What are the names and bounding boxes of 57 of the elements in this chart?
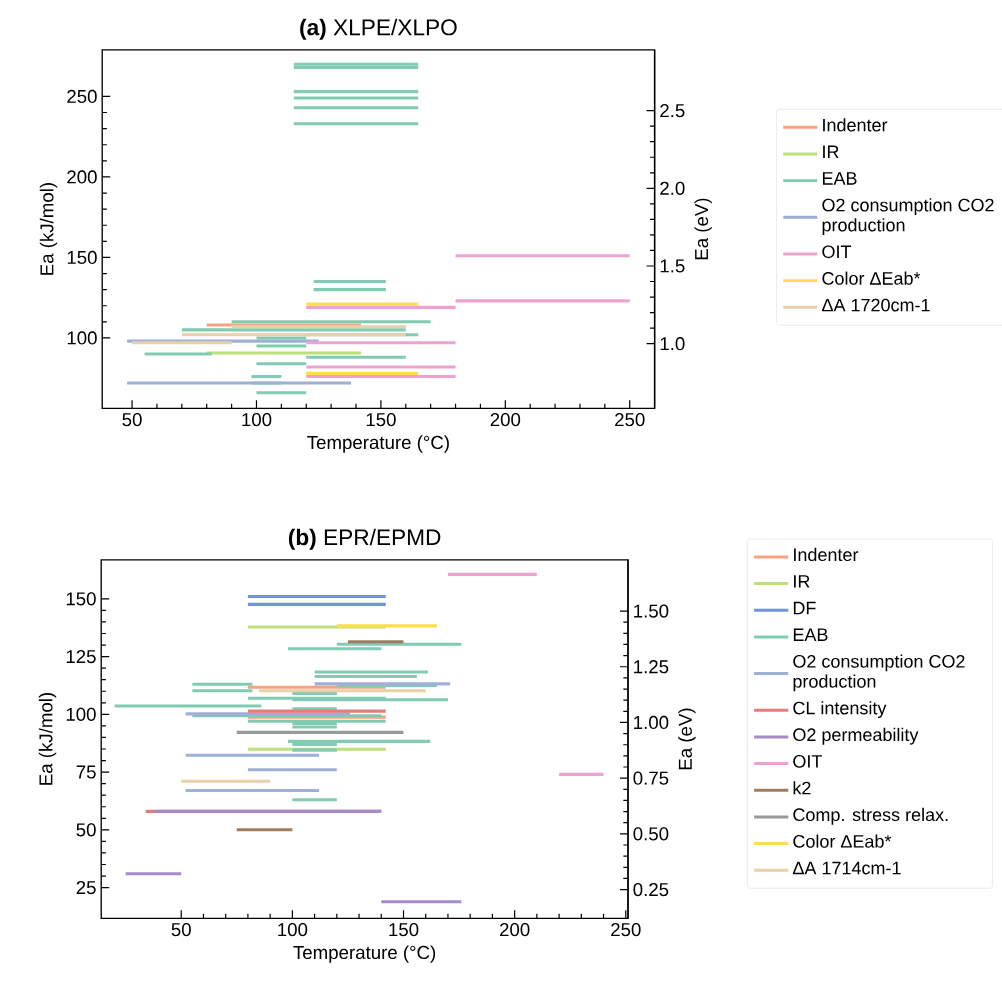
x-tick-label: 50 bbox=[122, 412, 142, 427]
legend-label: EAB bbox=[793, 628, 828, 641]
x-tick-label: 250 bbox=[611, 923, 641, 937]
y2-tick-label: 2.5 bbox=[660, 104, 685, 118]
y-tick-label: 250 bbox=[67, 89, 97, 104]
y2-axis-title: Ea (eV) bbox=[678, 708, 696, 770]
x-tick-label: 150 bbox=[389, 923, 419, 937]
y-tick-label: 75 bbox=[76, 765, 96, 779]
chart-title: (a) XLPE/XLPO bbox=[300, 18, 457, 40]
legend-label: IR bbox=[794, 575, 810, 588]
legend-label: OIT bbox=[793, 755, 822, 768]
legend-label: Comp. stress relax. bbox=[793, 807, 948, 825]
legend-label: EAB bbox=[822, 172, 857, 185]
y-tick-label: 100 bbox=[67, 331, 97, 345]
legend-label: DF bbox=[793, 601, 816, 615]
legend-label: Indenter bbox=[823, 118, 888, 132]
x-tick-label: 50 bbox=[171, 923, 191, 937]
x-tick-label: 250 bbox=[615, 412, 645, 427]
y2-tick-label: 1.25 bbox=[634, 660, 669, 674]
x-axis-title: Temperature (°C) bbox=[307, 435, 449, 453]
chart-title: (b) EPR/EPMD bbox=[288, 528, 441, 550]
x-tick-label: 100 bbox=[278, 923, 308, 937]
y2-tick-label: 0.75 bbox=[633, 771, 669, 785]
y2-tick-label: 1.0 bbox=[660, 337, 685, 351]
legend-label: O2 consumption CO2 production bbox=[793, 654, 965, 692]
y2-tick-label: 0.50 bbox=[633, 827, 669, 841]
y-tick-label: 25 bbox=[76, 880, 96, 895]
x-tick-label: 200 bbox=[500, 923, 530, 937]
legend-label: IR bbox=[823, 145, 839, 158]
legend-label: OIT bbox=[822, 245, 852, 259]
y2-axis-title: Ea (eV) bbox=[694, 198, 712, 260]
legend-label: ΔA 1720cm-1 bbox=[822, 298, 930, 312]
y2-tick-label: 1.5 bbox=[660, 259, 685, 273]
y-tick-label: 100 bbox=[66, 707, 96, 721]
legend-label: Indenter bbox=[794, 547, 859, 562]
y2-tick-label: 2.0 bbox=[660, 181, 685, 195]
y-axis-title: Ea (kJ/mol) bbox=[39, 183, 58, 275]
y2-tick-label: 0.25 bbox=[633, 882, 669, 897]
y-tick-label: 200 bbox=[67, 170, 97, 184]
y-tick-label: 150 bbox=[67, 250, 97, 265]
legend-label: Color ΔEab* bbox=[793, 834, 892, 848]
y-tick-label: 50 bbox=[76, 823, 96, 837]
y-tick-label: 150 bbox=[66, 592, 96, 606]
legend-label: O2 consumption CO2 production bbox=[822, 198, 994, 236]
legend-label: k2 bbox=[793, 781, 811, 795]
legend-label: CL intensity bbox=[793, 701, 887, 718]
x-tick-label: 200 bbox=[490, 412, 521, 427]
x-tick-label: 150 bbox=[366, 412, 396, 427]
y2-tick-label: 1.00 bbox=[634, 715, 669, 730]
y-axis-title: Ea (kJ/mol) bbox=[38, 693, 57, 785]
y-tick-label: 125 bbox=[66, 649, 96, 664]
x-axis-title: Temperature (°C) bbox=[293, 945, 436, 963]
legend-label: Color ΔEab* bbox=[822, 271, 921, 285]
legend-label: ΔA 1714cm-1 bbox=[792, 861, 901, 875]
legend-label: O2 permeability bbox=[793, 727, 919, 745]
y2-tick-label: 1.50 bbox=[634, 604, 669, 618]
x-tick-label: 100 bbox=[242, 412, 272, 427]
